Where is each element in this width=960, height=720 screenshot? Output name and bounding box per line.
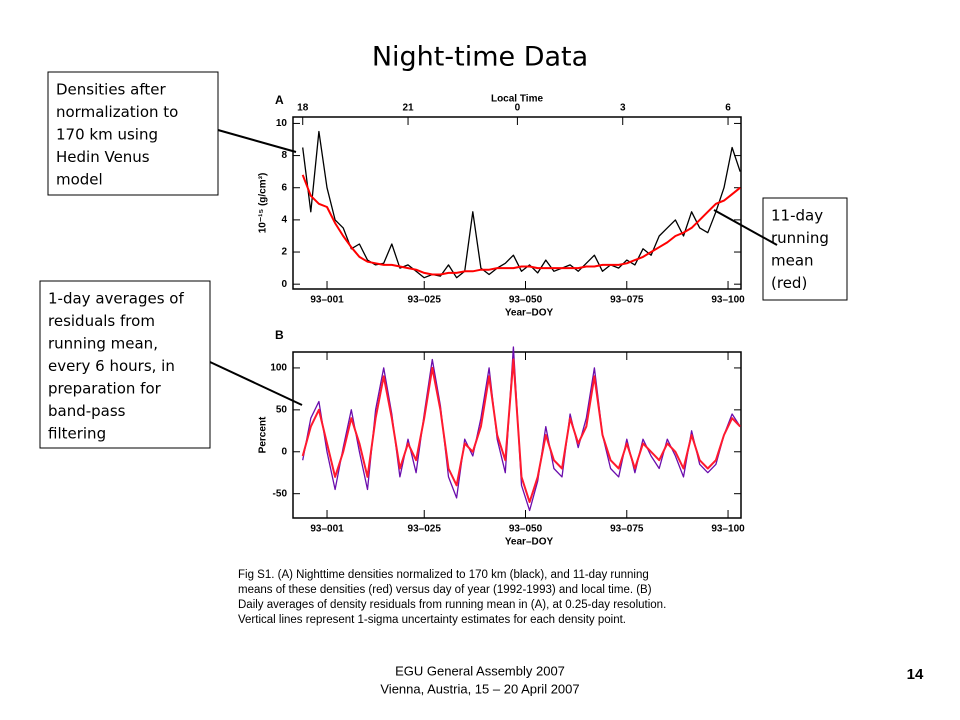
y-tick-label: 0	[281, 446, 287, 457]
x-tick-label: 93–050	[509, 524, 543, 535]
callout-arrow	[217, 129, 297, 153]
footer-line: Vienna, Austria, 15 – 20 April 2007	[380, 681, 579, 696]
series-line	[302, 130, 741, 279]
y-tick-label: 6	[281, 182, 287, 193]
callout-text: residuals from	[48, 312, 155, 330]
x-tick-label: 93–075	[610, 524, 644, 535]
callout-text: 170 km using	[56, 126, 158, 144]
x-tick-label: 93–075	[610, 295, 644, 306]
y-tick-label: 100	[270, 363, 287, 374]
callout-box	[47, 71, 219, 196]
y-tick-label: 8	[281, 150, 287, 161]
series-line	[301, 358, 741, 504]
caption-line: Fig S1. (A) Nighttime densities normaliz…	[238, 569, 649, 581]
callout-text: band-pass	[48, 402, 126, 420]
panel-label: B	[275, 328, 284, 342]
x-tick-label: 93–100	[711, 295, 745, 306]
caption-line: Daily averages of density residuals from…	[238, 599, 666, 611]
x-tick-label: 93–100	[711, 524, 745, 535]
x-tick-label: 93–001	[310, 524, 344, 535]
callout-text: Densities after	[56, 81, 166, 99]
x2-tick-label: 6	[725, 103, 731, 114]
x2-tick-label: 0	[515, 103, 521, 114]
y-tick-label: 0	[281, 279, 287, 290]
callouts: Densities after normalization to 170 km us…	[39, 71, 848, 449]
y-tick-label: 2	[281, 247, 287, 258]
x-tick-label: 93–050	[509, 295, 543, 306]
x-axis-label: Year–DOY	[505, 537, 554, 548]
page-number: 14	[907, 666, 924, 683]
callout-text: 1-day averages of	[48, 290, 184, 308]
callout-text: model	[56, 171, 103, 189]
callout-arrow	[209, 361, 303, 406]
series-line	[302, 346, 741, 512]
callout-arrow	[713, 209, 778, 246]
y-tick-label: 10	[276, 118, 288, 129]
y-axis-label: Percent	[258, 416, 269, 453]
plots: A 0 2 4 6 8 10 93–001 93–025 93–050 93–075 93–100 18…	[258, 93, 746, 547]
x-tick-label: 93–025	[408, 295, 442, 306]
callout-text: every 6 hours, in	[48, 357, 175, 375]
callout-text: running mean,	[48, 335, 158, 353]
callout-text: 11-day	[771, 207, 823, 225]
series-line	[301, 174, 741, 276]
y-tick-label: -50	[273, 488, 288, 499]
callout-text: filtering	[48, 425, 106, 443]
callout-text: running	[771, 229, 829, 247]
callout-box	[762, 197, 848, 301]
x-tick-label: 93–025	[408, 524, 442, 535]
caption-line: Vertical lines represent 1-sigma uncerta…	[238, 614, 626, 626]
callout-text: (red)	[771, 274, 807, 292]
x-axis-label: Year–DOY	[505, 308, 554, 319]
callout-text: preparation for	[48, 380, 162, 398]
callout-box	[39, 280, 211, 449]
x-tick-label: 93–001	[310, 295, 344, 306]
y-axis-label: 10⁻¹⁵ (g/cm³)	[258, 173, 269, 234]
x2-tick-label: 21	[402, 103, 414, 114]
callout-text: normalization to	[56, 103, 178, 121]
caption-line: means of these densities (red) versus da…	[238, 584, 652, 596]
caption: Fig S1. (A) Nighttime densities normaliz…	[238, 569, 666, 626]
footer-line: EGU General Assembly 2007	[395, 663, 565, 678]
top-axis-label: Local Time	[491, 94, 543, 105]
footer: EGU General Assembly 2007 Vienna, Austri…	[380, 663, 924, 696]
callout-text: Hedin Venus	[56, 148, 150, 166]
callout-text: mean	[771, 252, 814, 270]
y-tick-label: 50	[276, 404, 288, 415]
x2-tick-label: 3	[620, 103, 626, 114]
y-tick-label: 4	[281, 215, 287, 226]
plot-frame	[292, 351, 742, 519]
slide-title: Night-time Data	[372, 42, 588, 73]
panel-label: A	[275, 93, 284, 107]
x2-tick-label: 18	[297, 103, 309, 114]
